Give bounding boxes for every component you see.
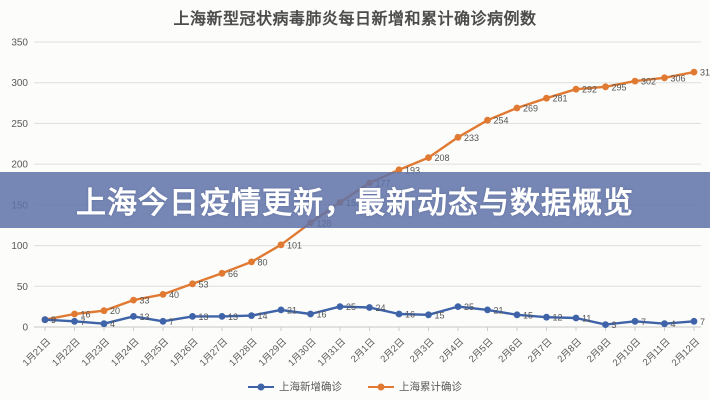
svg-text:2月3日: 2月3日 xyxy=(408,336,437,365)
svg-text:300: 300 xyxy=(11,78,28,89)
svg-text:295: 295 xyxy=(612,82,627,92)
legend-marker-blue-line-dot xyxy=(248,383,274,390)
svg-text:2月8日: 2月8日 xyxy=(555,336,584,365)
svg-text:193: 193 xyxy=(405,165,420,175)
svg-text:50: 50 xyxy=(17,282,29,293)
svg-text:2月11日: 2月11日 xyxy=(641,336,673,368)
svg-text:200: 200 xyxy=(11,160,28,171)
svg-text:11: 11 xyxy=(582,314,591,324)
svg-text:20: 20 xyxy=(110,306,120,316)
headline-banner: 上海今日疫情更新，最新动态与数据概览 xyxy=(0,172,710,228)
svg-text:2月2日: 2月2日 xyxy=(378,336,407,365)
svg-text:2月10日: 2月10日 xyxy=(611,336,643,368)
svg-text:101: 101 xyxy=(287,240,302,250)
svg-text:2月7日: 2月7日 xyxy=(526,336,555,365)
svg-text:292: 292 xyxy=(582,85,597,95)
svg-text:302: 302 xyxy=(641,77,656,87)
legend-item-new-confirmed: 上海新增确诊 xyxy=(248,379,342,394)
svg-text:16: 16 xyxy=(405,310,415,320)
svg-text:4: 4 xyxy=(110,319,115,329)
svg-text:33: 33 xyxy=(140,296,150,306)
svg-text:2月1日: 2月1日 xyxy=(349,336,378,365)
svg-text:24: 24 xyxy=(376,303,386,313)
svg-text:21: 21 xyxy=(494,305,504,315)
svg-text:7: 7 xyxy=(641,317,646,327)
svg-text:1月31日: 1月31日 xyxy=(316,336,348,368)
svg-text:233: 233 xyxy=(464,133,479,143)
svg-text:1月21日: 1月21日 xyxy=(21,336,53,368)
headline-text: 上海今日疫情更新，最新动态与数据概览 xyxy=(76,187,634,220)
svg-text:14: 14 xyxy=(258,311,268,321)
svg-text:1月28日: 1月28日 xyxy=(227,336,259,368)
svg-text:2月5日: 2月5日 xyxy=(467,336,496,365)
svg-text:80: 80 xyxy=(258,257,268,267)
svg-text:1月25日: 1月25日 xyxy=(139,336,171,368)
legend-label-cumulative-confirmed: 上海累计确诊 xyxy=(399,381,462,393)
svg-text:2月4日: 2月4日 xyxy=(437,336,466,365)
legend-label-new-confirmed: 上海新增确诊 xyxy=(279,381,342,393)
svg-text:21: 21 xyxy=(287,305,297,315)
svg-text:66: 66 xyxy=(228,269,238,279)
svg-text:306: 306 xyxy=(671,73,686,83)
svg-text:53: 53 xyxy=(199,279,209,289)
svg-text:40: 40 xyxy=(169,290,179,300)
svg-text:13: 13 xyxy=(228,312,238,322)
svg-text:2月6日: 2月6日 xyxy=(496,336,525,365)
svg-text:2月9日: 2月9日 xyxy=(585,336,614,365)
svg-text:269: 269 xyxy=(523,104,538,114)
svg-text:250: 250 xyxy=(11,119,28,130)
svg-text:3: 3 xyxy=(612,320,617,330)
svg-text:7: 7 xyxy=(700,317,705,327)
svg-text:1月24日: 1月24日 xyxy=(109,336,141,368)
svg-text:9: 9 xyxy=(51,315,56,325)
svg-text:2月12日: 2月12日 xyxy=(670,336,702,368)
svg-text:1月23日: 1月23日 xyxy=(80,336,112,368)
chart-title: 上海新型冠状病毒肺炎每日新增和累计确诊病例数 xyxy=(173,11,537,28)
svg-text:12: 12 xyxy=(553,313,563,323)
legend-dot-icon xyxy=(257,383,265,390)
svg-text:16: 16 xyxy=(81,310,91,320)
svg-text:4: 4 xyxy=(671,319,676,329)
svg-text:1月27日: 1月27日 xyxy=(198,336,230,368)
svg-text:100: 100 xyxy=(11,241,28,252)
svg-text:13: 13 xyxy=(199,312,209,322)
svg-text:13: 13 xyxy=(140,312,150,322)
svg-text:25: 25 xyxy=(464,302,474,312)
svg-text:1月22日: 1月22日 xyxy=(50,336,82,368)
svg-text:254: 254 xyxy=(494,116,509,126)
svg-text:0: 0 xyxy=(22,323,28,334)
svg-text:350: 350 xyxy=(11,38,28,49)
legend-dot-icon xyxy=(377,383,385,390)
svg-text:313: 313 xyxy=(700,68,710,78)
svg-text:7: 7 xyxy=(169,317,174,327)
svg-text:7: 7 xyxy=(81,317,86,327)
chart-legend: 上海新增确诊 上海累计确诊 xyxy=(0,379,710,394)
svg-text:1月26日: 1月26日 xyxy=(168,336,200,368)
legend-item-cumulative-confirmed: 上海累计确诊 xyxy=(368,379,462,394)
svg-text:1月29日: 1月29日 xyxy=(257,336,289,368)
svg-text:281: 281 xyxy=(553,94,568,104)
svg-text:9: 9 xyxy=(51,315,56,325)
svg-text:25: 25 xyxy=(346,302,356,312)
svg-text:16: 16 xyxy=(317,310,327,320)
svg-text:1月30日: 1月30日 xyxy=(286,336,318,368)
legend-marker-orange-line-dot xyxy=(368,383,394,390)
svg-text:15: 15 xyxy=(435,310,445,320)
svg-text:15: 15 xyxy=(523,310,533,320)
svg-text:208: 208 xyxy=(435,153,450,163)
